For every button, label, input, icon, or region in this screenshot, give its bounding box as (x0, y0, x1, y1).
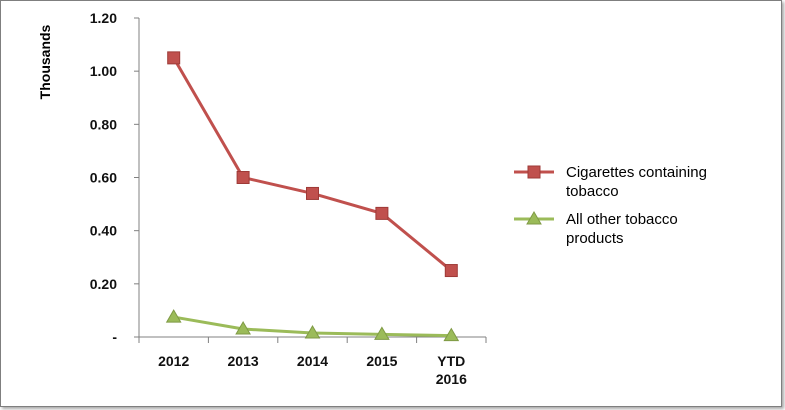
data-point (235, 321, 251, 335)
data-point (304, 325, 321, 339)
series-1 (167, 51, 458, 278)
data-point (527, 165, 541, 179)
legend: Cigarettes containing tobacco All other to… (514, 164, 707, 247)
y-tick-label: - (112, 329, 117, 345)
series-line (172, 57, 453, 272)
data-point (167, 51, 181, 65)
y-tick-label: 0.60 (90, 170, 117, 186)
data-point (444, 264, 458, 278)
y-tick-label: 1.00 (90, 63, 117, 79)
x-tick-label: 2012 (158, 353, 189, 369)
x-tick-label: 2014 (297, 353, 328, 369)
series-layer (165, 51, 460, 342)
y-axis-label: Thousands (37, 24, 53, 99)
data-point (236, 171, 250, 184)
legend-label: Cigarettes containing tobacco (566, 164, 707, 200)
data-point (443, 327, 460, 342)
x-tick-label: YTD 2016 (436, 353, 467, 387)
data-point (306, 186, 319, 200)
y-tick-label: 1.20 (90, 10, 117, 26)
data-point (526, 211, 542, 225)
data-point (165, 309, 182, 323)
x-tick-label: 2013 (228, 353, 259, 369)
data-point (374, 326, 390, 340)
series-2 (165, 309, 460, 342)
y-tick-label: 0.20 (90, 276, 117, 292)
legend-entry-2: All other tobacco products (514, 211, 678, 247)
x-tick-label: 2015 (366, 353, 397, 369)
axes: - 0.20 0.40 0.60 0.80 1.00 1.20 2012 2013 2014 201… (90, 10, 487, 387)
legend-label: All other tobacco products (566, 211, 678, 247)
legend-entry-1: Cigarettes containing tobacco (514, 164, 707, 200)
data-point (375, 206, 389, 220)
y-tick-label: 0.80 (90, 116, 117, 132)
y-tick-label: 0.40 (90, 223, 117, 239)
